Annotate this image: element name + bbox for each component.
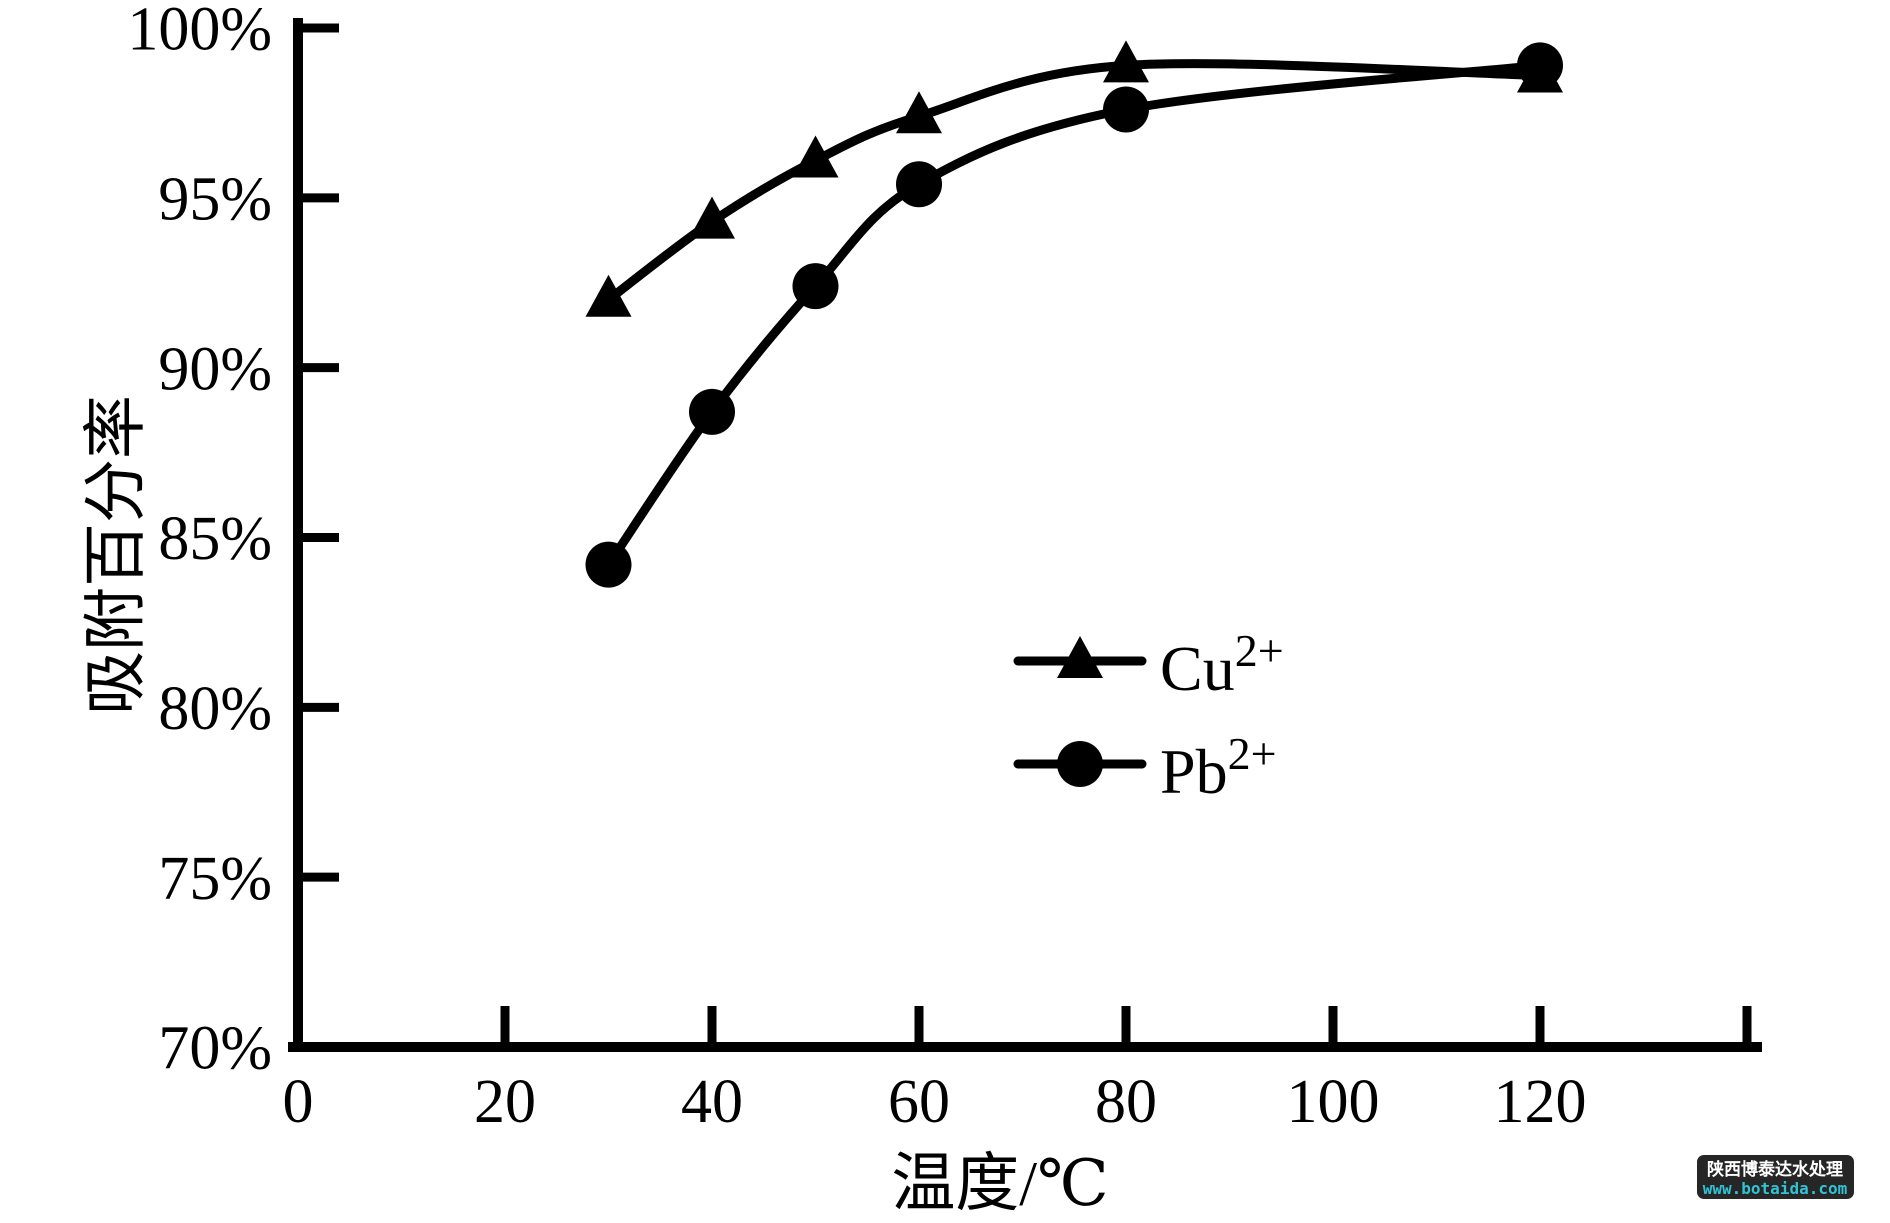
legend-entry-pb: Pb2+: [1013, 728, 1277, 807]
legend-triangle-marker: [1057, 636, 1103, 678]
x-tick-label: 40: [681, 1068, 743, 1136]
y-tick-label: 90%: [158, 335, 272, 403]
legend-entry-cu: Cu2+: [1013, 625, 1284, 704]
data-point-triangle: [585, 274, 632, 317]
series-markers-cu: [585, 40, 1563, 317]
series-line-cu: [604, 59, 1545, 305]
data-point-circle: [689, 388, 735, 435]
watermark-url-text: www.botaida.com: [1703, 1179, 1848, 1198]
y-tick-label: 75%: [158, 845, 272, 913]
x-axis-ticks: 0 20 40 60 80 100 120: [283, 1006, 1752, 1136]
x-tick-label: 0: [283, 1068, 314, 1136]
series-line-pb: [604, 60, 1545, 570]
data-point-circle: [1517, 42, 1563, 89]
y-tick-label: 95%: [158, 166, 272, 234]
x-tick-label: 20: [474, 1068, 536, 1136]
y-axis-ticks: 70% 75% 80% 85% 90% 95% 100%: [127, 0, 339, 1083]
data-point-triangle: [689, 196, 735, 239]
watermark-background: [1697, 1155, 1854, 1199]
data-point-circle: [1103, 86, 1149, 133]
x-tick-label: 120: [1494, 1068, 1587, 1136]
data-point-triangle: [792, 135, 839, 178]
watermark: 陕西博泰达水处理 www.botaida.com: [1697, 1155, 1854, 1199]
x-tick-label: 80: [1095, 1068, 1157, 1136]
data-point-triangle: [1103, 40, 1149, 83]
watermark-company-text: 陕西博泰达水处理: [1707, 1159, 1843, 1179]
series-markers-pb: [585, 42, 1563, 588]
data-point-circle: [896, 161, 942, 208]
axes: [288, 18, 1762, 1052]
data-point-circle: [792, 263, 839, 310]
x-tick-label: 100: [1287, 1068, 1380, 1136]
y-axis-title: 吸附百分率: [80, 395, 151, 715]
legend: Cu2+ Pb2+: [1013, 625, 1284, 807]
x-axis-title: 温度/℃: [891, 1148, 1108, 1219]
y-tick-label: 80%: [158, 675, 272, 743]
legend-label: Cu2+: [1160, 625, 1284, 704]
x-tick-label: 60: [888, 1068, 950, 1136]
data-series: [585, 40, 1563, 588]
y-tick-label: 100%: [127, 0, 272, 64]
legend-circle-marker: [1057, 741, 1103, 787]
data-point-circle: [585, 541, 632, 588]
data-point-triangle: [896, 91, 942, 134]
y-tick-label: 85%: [158, 505, 272, 573]
legend-label: Pb2+: [1160, 728, 1277, 807]
y-tick-label: 70%: [158, 1015, 272, 1083]
